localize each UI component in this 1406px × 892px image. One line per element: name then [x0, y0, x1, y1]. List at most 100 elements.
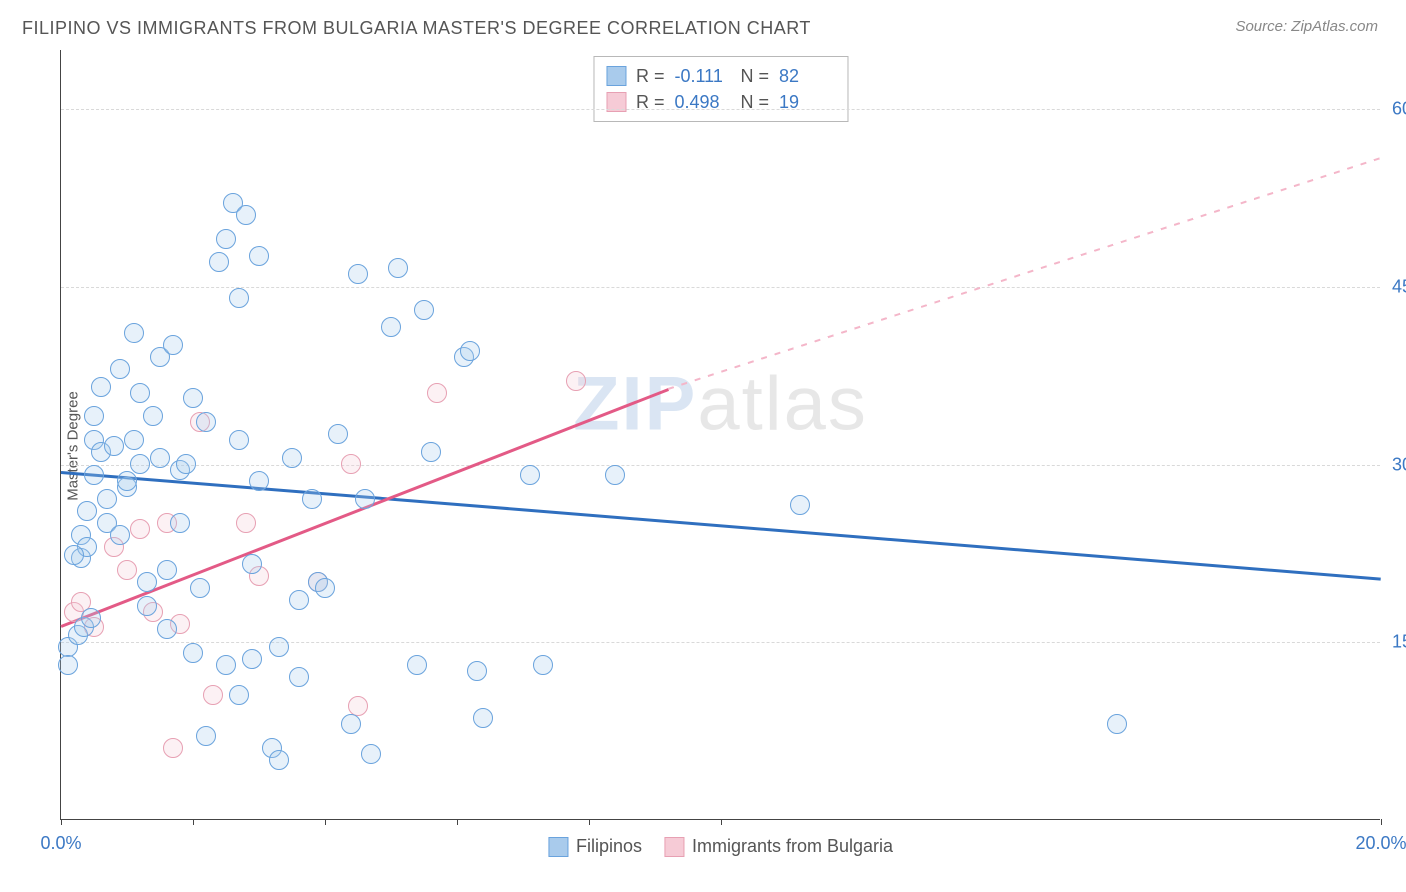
data-point: [361, 744, 381, 764]
x-tick: [1381, 819, 1382, 825]
data-point: [460, 341, 480, 361]
data-point: [176, 454, 196, 474]
x-tick: [193, 819, 194, 825]
gridline: [61, 109, 1380, 110]
x-tick: [457, 819, 458, 825]
data-point: [64, 545, 84, 565]
data-point: [269, 750, 289, 770]
gridline: [61, 287, 1380, 288]
stats-row-series2: R = 0.498 N = 19: [606, 89, 835, 115]
data-point: [157, 560, 177, 580]
y-tick-label: 30.0%: [1392, 454, 1406, 475]
data-point: [229, 430, 249, 450]
data-point: [421, 442, 441, 462]
data-point: [242, 649, 262, 669]
data-point: [229, 685, 249, 705]
x-tick: [325, 819, 326, 825]
data-point: [467, 661, 487, 681]
data-point: [84, 465, 104, 485]
data-point: [124, 430, 144, 450]
data-point: [137, 572, 157, 592]
data-point: [348, 264, 368, 284]
data-point: [236, 205, 256, 225]
data-point: [137, 596, 157, 616]
watermark-part2: atlas: [697, 361, 868, 446]
scatter-plot-area: ZIPatlas R = -0.111 N = 82 R = 0.498 N =…: [60, 50, 1380, 820]
data-point: [249, 246, 269, 266]
x-tick: [61, 819, 62, 825]
data-point: [242, 554, 262, 574]
legend-label-1: Filipinos: [576, 836, 642, 857]
data-point: [216, 655, 236, 675]
data-point: [289, 590, 309, 610]
data-point: [170, 513, 190, 533]
data-point: [302, 489, 322, 509]
data-point: [790, 495, 810, 515]
x-tick: [721, 819, 722, 825]
data-point: [157, 619, 177, 639]
r-label-1: R =: [636, 63, 665, 89]
data-point: [84, 406, 104, 426]
x-tick-label: 20.0%: [1355, 833, 1406, 854]
chart-title: FILIPINO VS IMMIGRANTS FROM BULGARIA MAS…: [22, 18, 811, 39]
data-point: [130, 519, 150, 539]
x-tick-label: 0.0%: [40, 833, 81, 854]
gridline: [61, 642, 1380, 643]
data-point: [407, 655, 427, 675]
data-point: [110, 359, 130, 379]
n-label-2: N =: [741, 89, 770, 115]
data-point: [117, 471, 137, 491]
data-point: [341, 454, 361, 474]
y-tick-label: 15.0%: [1392, 632, 1406, 653]
data-point: [1107, 714, 1127, 734]
data-point: [117, 560, 137, 580]
data-point: [315, 578, 335, 598]
r-value-1: -0.111: [675, 63, 731, 89]
data-point: [196, 726, 216, 746]
data-point: [388, 258, 408, 278]
watermark-part1: ZIP: [573, 361, 697, 446]
data-point: [566, 371, 586, 391]
data-point: [236, 513, 256, 533]
data-point: [249, 471, 269, 491]
data-point: [341, 714, 361, 734]
swatch-series1: [606, 66, 626, 86]
data-point: [58, 655, 78, 675]
trendline: [668, 157, 1381, 390]
data-point: [183, 643, 203, 663]
data-point: [110, 525, 130, 545]
x-tick: [589, 819, 590, 825]
data-point: [97, 489, 117, 509]
data-point: [381, 317, 401, 337]
data-point: [143, 406, 163, 426]
r-label-2: R =: [636, 89, 665, 115]
stats-row-series1: R = -0.111 N = 82: [606, 63, 835, 89]
data-point: [427, 383, 447, 403]
data-point: [355, 489, 375, 509]
legend-item-2: Immigrants from Bulgaria: [664, 836, 893, 857]
data-point: [533, 655, 553, 675]
source-attribution: Source: ZipAtlas.com: [1235, 18, 1378, 35]
data-point: [473, 708, 493, 728]
data-point: [150, 448, 170, 468]
data-point: [163, 335, 183, 355]
n-value-2: 19: [779, 89, 835, 115]
data-point: [328, 424, 348, 444]
data-point: [77, 501, 97, 521]
y-tick-label: 60.0%: [1392, 99, 1406, 120]
data-point: [196, 412, 216, 432]
stats-legend-box: R = -0.111 N = 82 R = 0.498 N = 19: [593, 56, 848, 122]
r-value-2: 0.498: [675, 89, 731, 115]
data-point: [269, 637, 289, 657]
legend-item-1: Filipinos: [548, 836, 642, 857]
data-point: [209, 252, 229, 272]
data-point: [183, 388, 203, 408]
n-value-1: 82: [779, 63, 835, 89]
legend-label-2: Immigrants from Bulgaria: [692, 836, 893, 857]
data-point: [282, 448, 302, 468]
data-point: [414, 300, 434, 320]
data-point: [91, 377, 111, 397]
legend-swatch-1: [548, 837, 568, 857]
data-point: [229, 288, 249, 308]
y-tick-label: 45.0%: [1392, 276, 1406, 297]
